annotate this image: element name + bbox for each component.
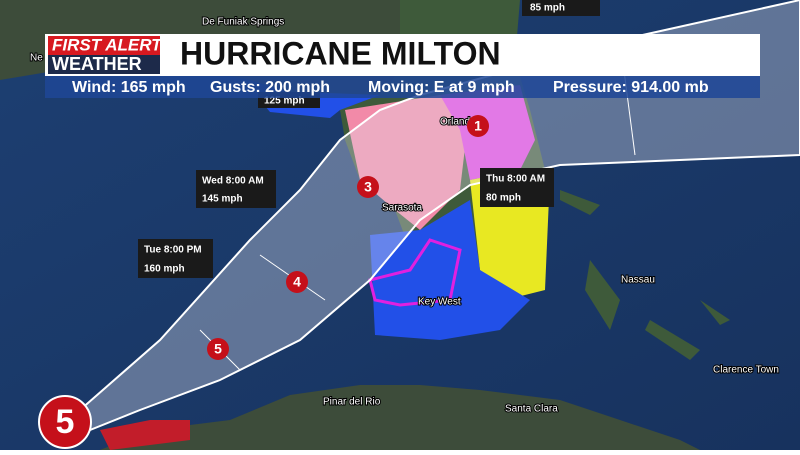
warning-yucatan — [100, 420, 190, 450]
storm-category: 5 — [56, 403, 75, 441]
storm-icon: 5 — [38, 395, 92, 449]
storm-category: 1 — [474, 118, 482, 134]
warning-magenta — [440, 85, 535, 180]
warning-pink — [345, 95, 470, 230]
storm-icon: 1 — [467, 115, 489, 137]
land-cuba — [100, 385, 700, 450]
speed-box: 85 mph — [522, 0, 600, 16]
place-label: Santa Clara — [505, 404, 558, 415]
logo-top — [48, 36, 160, 55]
land-bahamas — [560, 190, 730, 360]
forecast-box: Wed 8:00 AM 145 mph — [196, 170, 276, 208]
forecast-speed: 80 mph — [486, 193, 521, 204]
speed-label: 85 mph — [530, 3, 565, 14]
logo-bottom — [48, 55, 160, 74]
storm-category: 5 — [214, 341, 222, 357]
place-label: Pinar del Rio — [323, 397, 381, 408]
storm-category: 4 — [293, 274, 301, 290]
stat: Pressure: 914.00 mb — [553, 79, 709, 96]
header-bar — [45, 34, 760, 76]
storm-icon: 5 — [207, 338, 229, 360]
place-label: Clarence Town — [713, 365, 779, 376]
forecast-time: Tue 8:00 PM — [144, 245, 202, 256]
place-label: Sarasota — [382, 203, 422, 214]
stat: Moving: E at 9 mph — [368, 79, 515, 96]
logo-text: WEATHER — [52, 54, 142, 74]
forecast-speed: 160 mph — [144, 264, 185, 275]
forecast-time: Thu 8:00 AM — [486, 174, 545, 185]
place-label: Key West — [418, 297, 461, 308]
stats-bar — [45, 76, 760, 98]
storm-icon: 4 — [286, 271, 308, 293]
stat: Wind: 165 mph — [72, 79, 186, 96]
forecast-box: Tue 8:00 PM 160 mph — [138, 239, 213, 278]
place-label: De Funiak Springs — [202, 17, 284, 28]
forecast-cone — [78, 0, 800, 432]
forecast-time: Wed 8:00 AM — [202, 176, 264, 187]
place-label: Ne — [30, 53, 43, 64]
storm-category: 3 — [364, 179, 372, 195]
title: HURRICANE MILTON — [180, 35, 501, 71]
storm-icon: 3 — [357, 176, 379, 198]
forecast-speed: 145 mph — [202, 194, 243, 205]
forecast-box: Thu 8:00 AM 80 mph — [480, 168, 554, 207]
place-label: Nassau — [621, 275, 655, 286]
speed-label: 125 mph — [264, 96, 305, 107]
stat: Gusts: 200 mph — [210, 79, 330, 96]
warning-outline — [368, 238, 462, 307]
logo-text: FIRST ALERT — [52, 35, 163, 54]
